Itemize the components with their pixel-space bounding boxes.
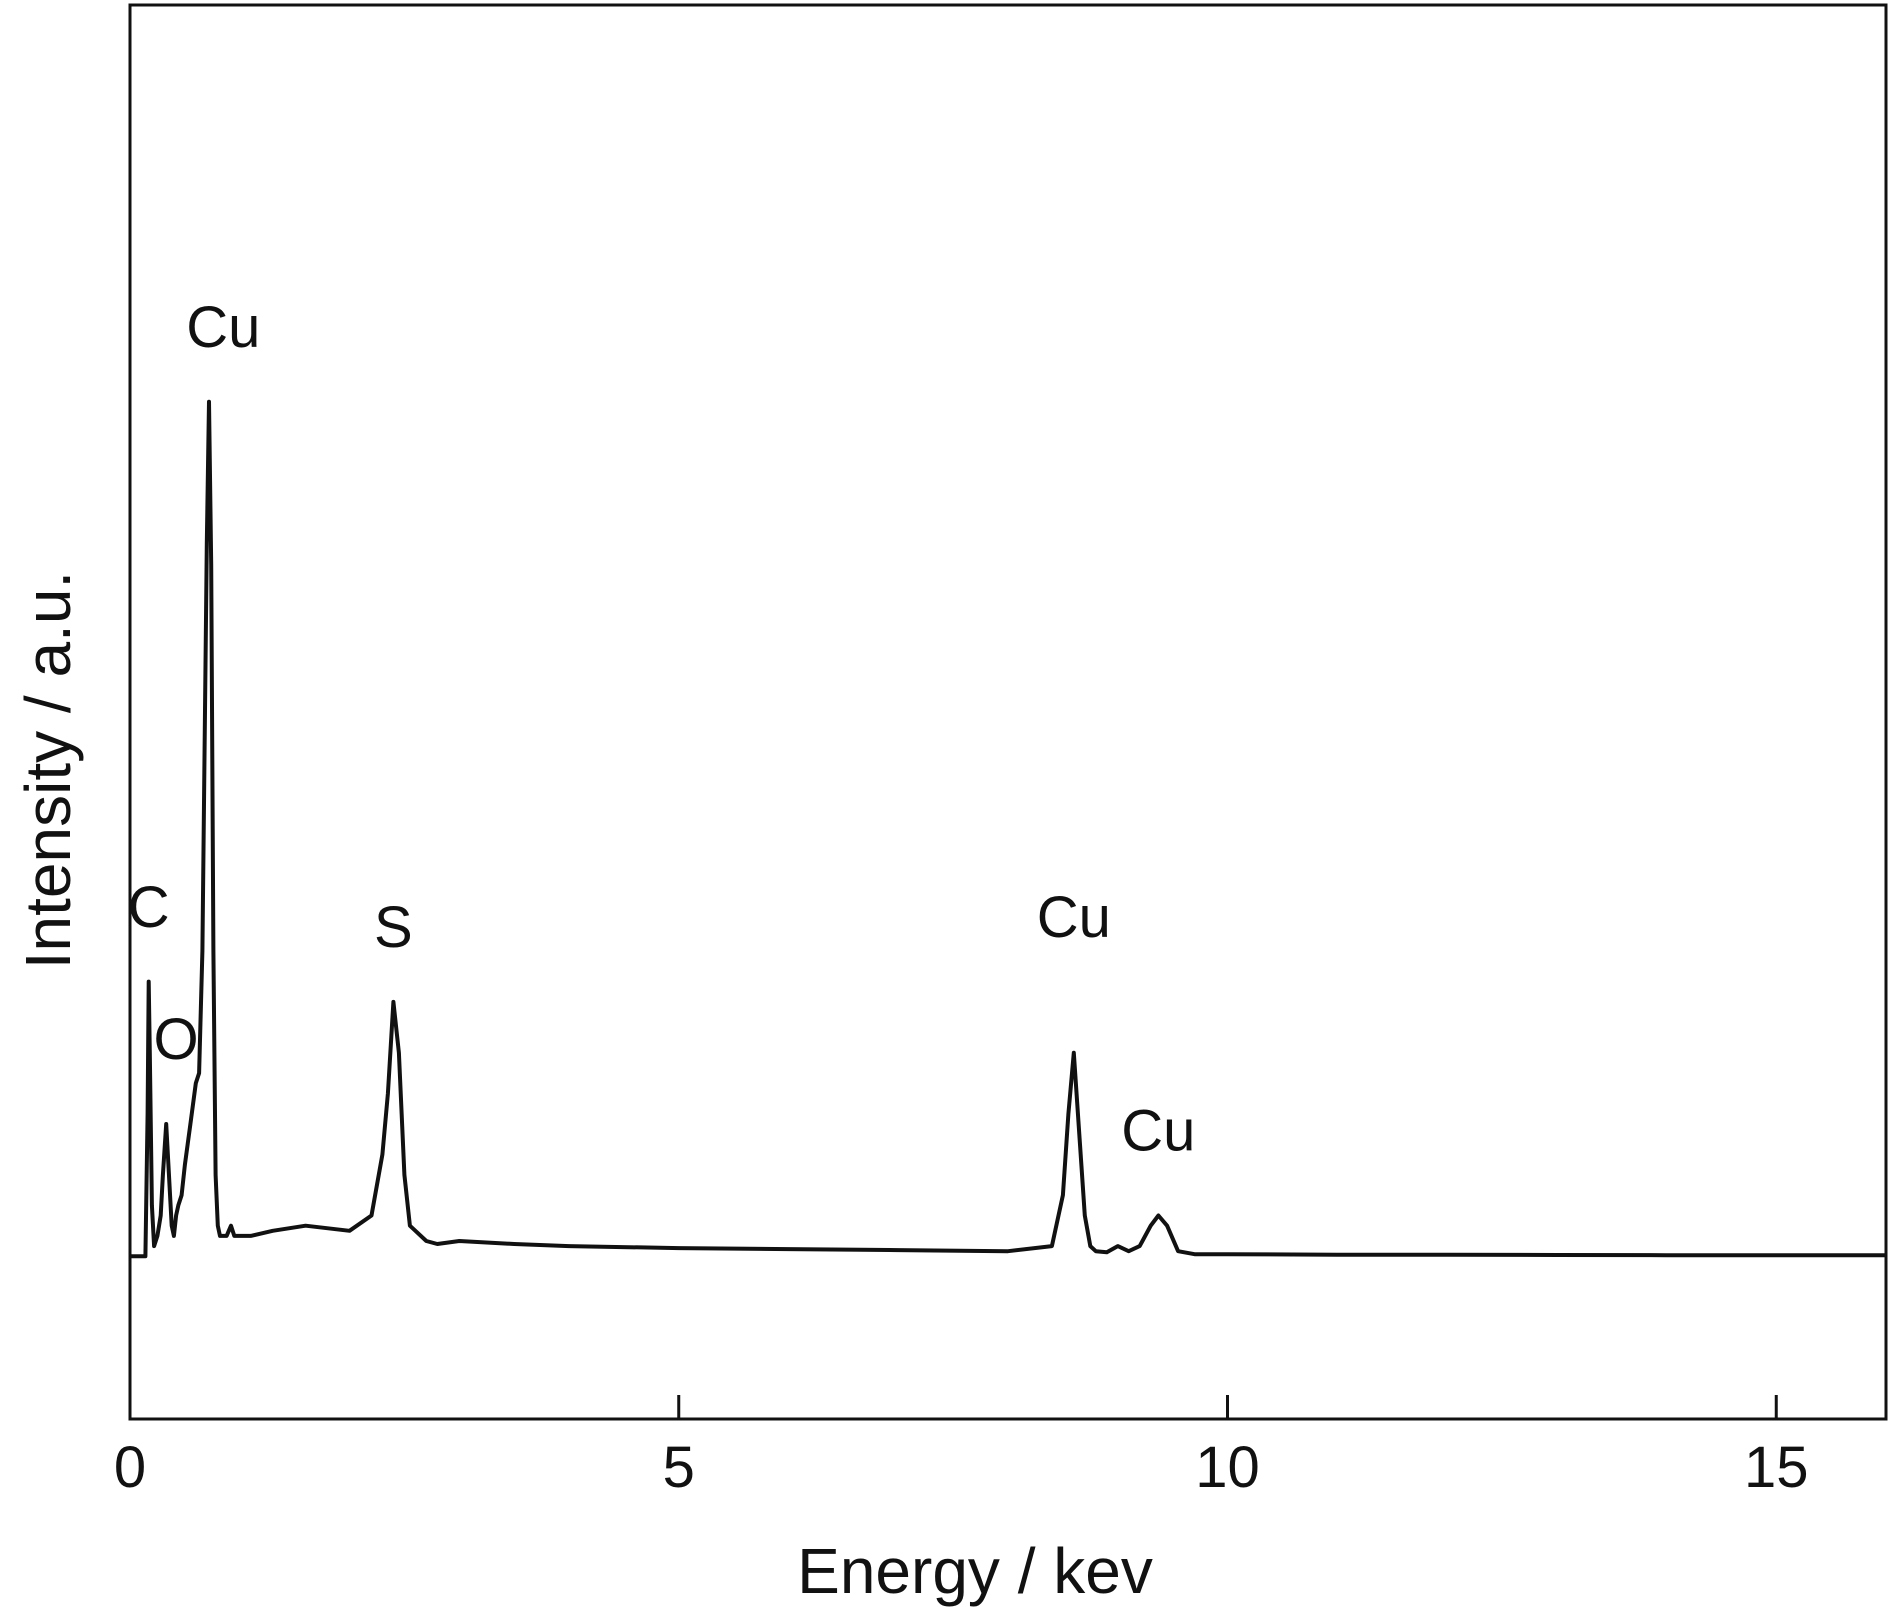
x-tick-label: 10 [1195, 1435, 1260, 1500]
peak-annotations: Cu C O S Cu Cu [128, 295, 1196, 1164]
spectrum-line [130, 399, 1886, 1259]
peak-label: C [128, 875, 170, 940]
y-axis-label: Intensity / a.u. [12, 571, 84, 969]
peak-label: Cu [1121, 1099, 1195, 1164]
peak-label: O [154, 1007, 199, 1072]
plot-frame [128, 3, 1888, 1421]
x-axis-label: Energy / kev [797, 1535, 1153, 1607]
x-tick-label: 0 [114, 1435, 146, 1500]
x-tick-label: 5 [663, 1435, 695, 1500]
x-axis-ticks: 0 5 10 15 [114, 1395, 1809, 1500]
peak-label: Cu [186, 295, 260, 360]
x-tick-label: 15 [1744, 1435, 1809, 1500]
peak-label: Cu [1037, 885, 1111, 950]
peak-label: S [374, 895, 413, 960]
